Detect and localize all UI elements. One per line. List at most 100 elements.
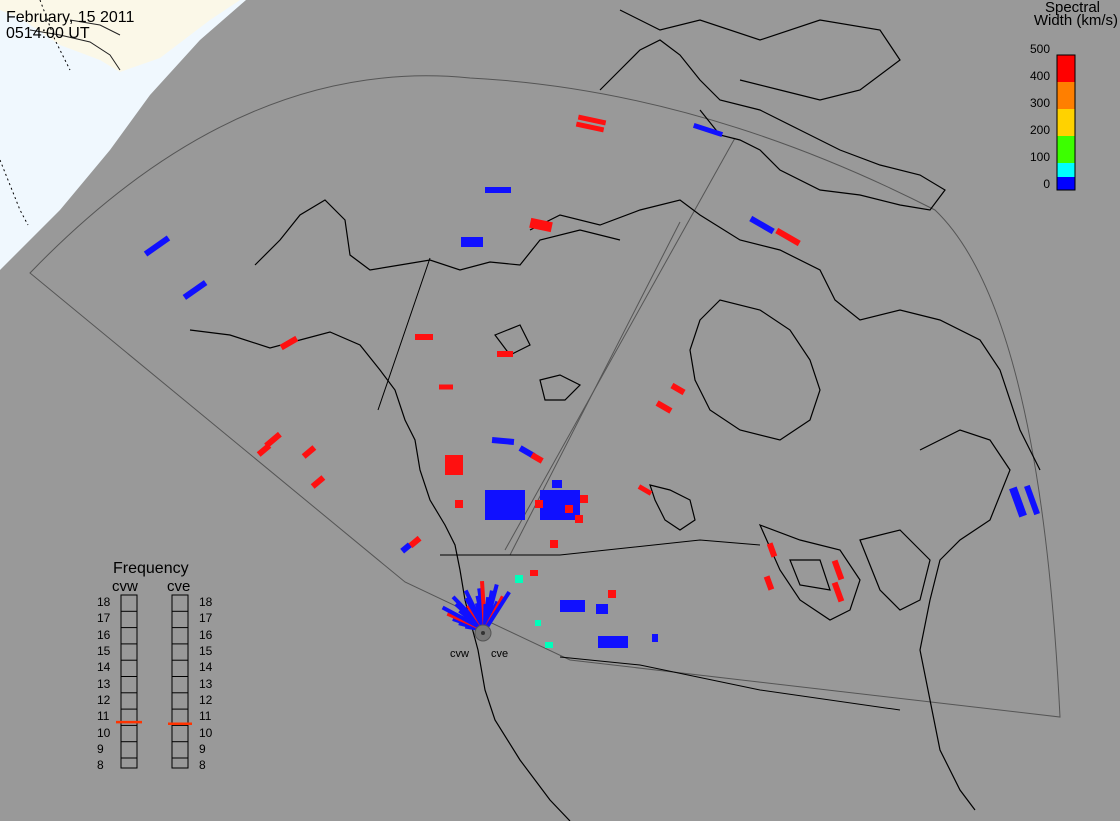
scatter-cell [256, 443, 272, 457]
site-label-cve: cve [491, 648, 509, 660]
colorbar-title-line1: Spectral [1044, 0, 1100, 16]
scatter-cell [766, 542, 778, 558]
daylight-coast [29, 19, 121, 71]
colorbar-segment [1057, 82, 1075, 109]
scatter-cell [831, 559, 845, 581]
scatter-cell [497, 351, 513, 357]
frequency-scale-right: 15 [199, 644, 213, 659]
borders [377, 257, 901, 711]
colorbar [1056, 54, 1076, 191]
scatter-cell [575, 515, 583, 523]
scatter-cells [143, 114, 1040, 648]
coastlines [189, 9, 1041, 821]
scatter-cell [608, 590, 616, 598]
scatter-cell [455, 500, 463, 508]
scatter-cell [652, 634, 658, 642]
colorbar-tick: 0 [1043, 177, 1050, 191]
frequency-panel [116, 594, 192, 769]
frequency-scale-left: 18 [97, 595, 111, 610]
scatter-cell [670, 382, 686, 396]
frequency-scale-left: 17 [97, 611, 111, 626]
frequency-scale-left: 15 [97, 644, 111, 659]
cvw-frequency-box [120, 594, 138, 769]
frequency-scale-right: 17 [199, 611, 213, 626]
scatter-cell [540, 490, 580, 520]
frequency-scale-left: 11 [97, 709, 110, 724]
scatter-cell [692, 122, 724, 138]
colorbar-tick: 400 [1029, 69, 1050, 83]
frequency-scale-left: 14 [97, 660, 111, 675]
scatter-cell [749, 215, 775, 235]
colorbar-segment [1057, 109, 1075, 136]
frequency-gridlines [121, 610, 188, 759]
scatter-cell [529, 217, 553, 233]
scatter-cell [483, 590, 511, 632]
colorbar-frame [1056, 54, 1076, 191]
frequency-scale-left: 9 [97, 741, 104, 756]
scatter-cell [577, 114, 607, 126]
frequency-scale-right: 13 [199, 676, 213, 691]
scatter-cell [552, 480, 562, 488]
scatter-cell [264, 431, 282, 449]
date-label: February, 15 2011 [6, 9, 135, 26]
frequency-scale-right: 10 [199, 725, 213, 740]
frequency-scale-left: 10 [97, 725, 111, 740]
colorbar-tick: 100 [1029, 150, 1050, 164]
scatter-cell [831, 581, 845, 603]
scatter-cell [560, 600, 585, 612]
scatter-cell [143, 235, 171, 257]
scatter-cell [445, 455, 463, 475]
cve-label: cve [167, 578, 191, 595]
frequency-scale-right: 9 [199, 741, 206, 756]
site-label-cvw: cvw [450, 648, 469, 660]
frequency-scale-right: 11 [199, 709, 212, 724]
scatter-cell [550, 540, 558, 548]
scatter-cell [182, 280, 208, 300]
scatter-cell [565, 505, 573, 513]
scatter-cell [408, 535, 422, 549]
scatter-cell [545, 642, 553, 648]
daylight-region [0, 0, 246, 270]
colorbar-segment [1057, 177, 1075, 190]
frequency-scale-right: 14 [199, 660, 213, 675]
scatter-cell [515, 575, 523, 583]
time-label: 0514:00 UT [6, 25, 90, 42]
terminator-dots [0, 0, 71, 226]
colorbar-tick: 500 [1029, 42, 1050, 56]
scatter-cell [400, 542, 412, 554]
scatter-cell [598, 636, 628, 648]
scatter-cell [461, 237, 483, 247]
scatter-cell [491, 437, 515, 445]
frequency-scale-left: 13 [97, 676, 111, 691]
frequency-scale-right: 18 [199, 595, 213, 610]
frequency-title: Frequency [113, 560, 189, 577]
scatter-cell [279, 335, 299, 351]
scatter-cell [1009, 486, 1027, 518]
scatter-cell [485, 490, 525, 520]
scatter-cell [415, 334, 433, 340]
cvw-site-dot [481, 631, 485, 635]
scatter-cell [763, 575, 775, 591]
scatter-cell [530, 570, 538, 576]
daylight-land [0, 0, 240, 72]
cve-frequency-box [171, 594, 189, 769]
frequency-scale-left: 8 [97, 758, 104, 773]
colorbar-tick: 300 [1029, 96, 1050, 110]
frequency-scale-right: 8 [199, 758, 206, 773]
scatter-cell [637, 484, 653, 496]
frequency-scale-left: 16 [97, 627, 111, 642]
scatter-cell [535, 500, 543, 508]
cvw-label: cvw [112, 578, 138, 595]
frequency-scale-left: 12 [97, 692, 111, 707]
field-of-view [29, 75, 1061, 718]
scatter-cell [530, 452, 544, 464]
beam-line-b [504, 137, 736, 551]
scatter-cell [580, 495, 588, 503]
colorbar-title-line2: Width (km/s) [1033, 12, 1118, 29]
scatter-cell [535, 620, 541, 626]
scatter-cell [655, 400, 673, 414]
scatter-cell [485, 187, 511, 193]
scatter-cell [575, 121, 605, 133]
